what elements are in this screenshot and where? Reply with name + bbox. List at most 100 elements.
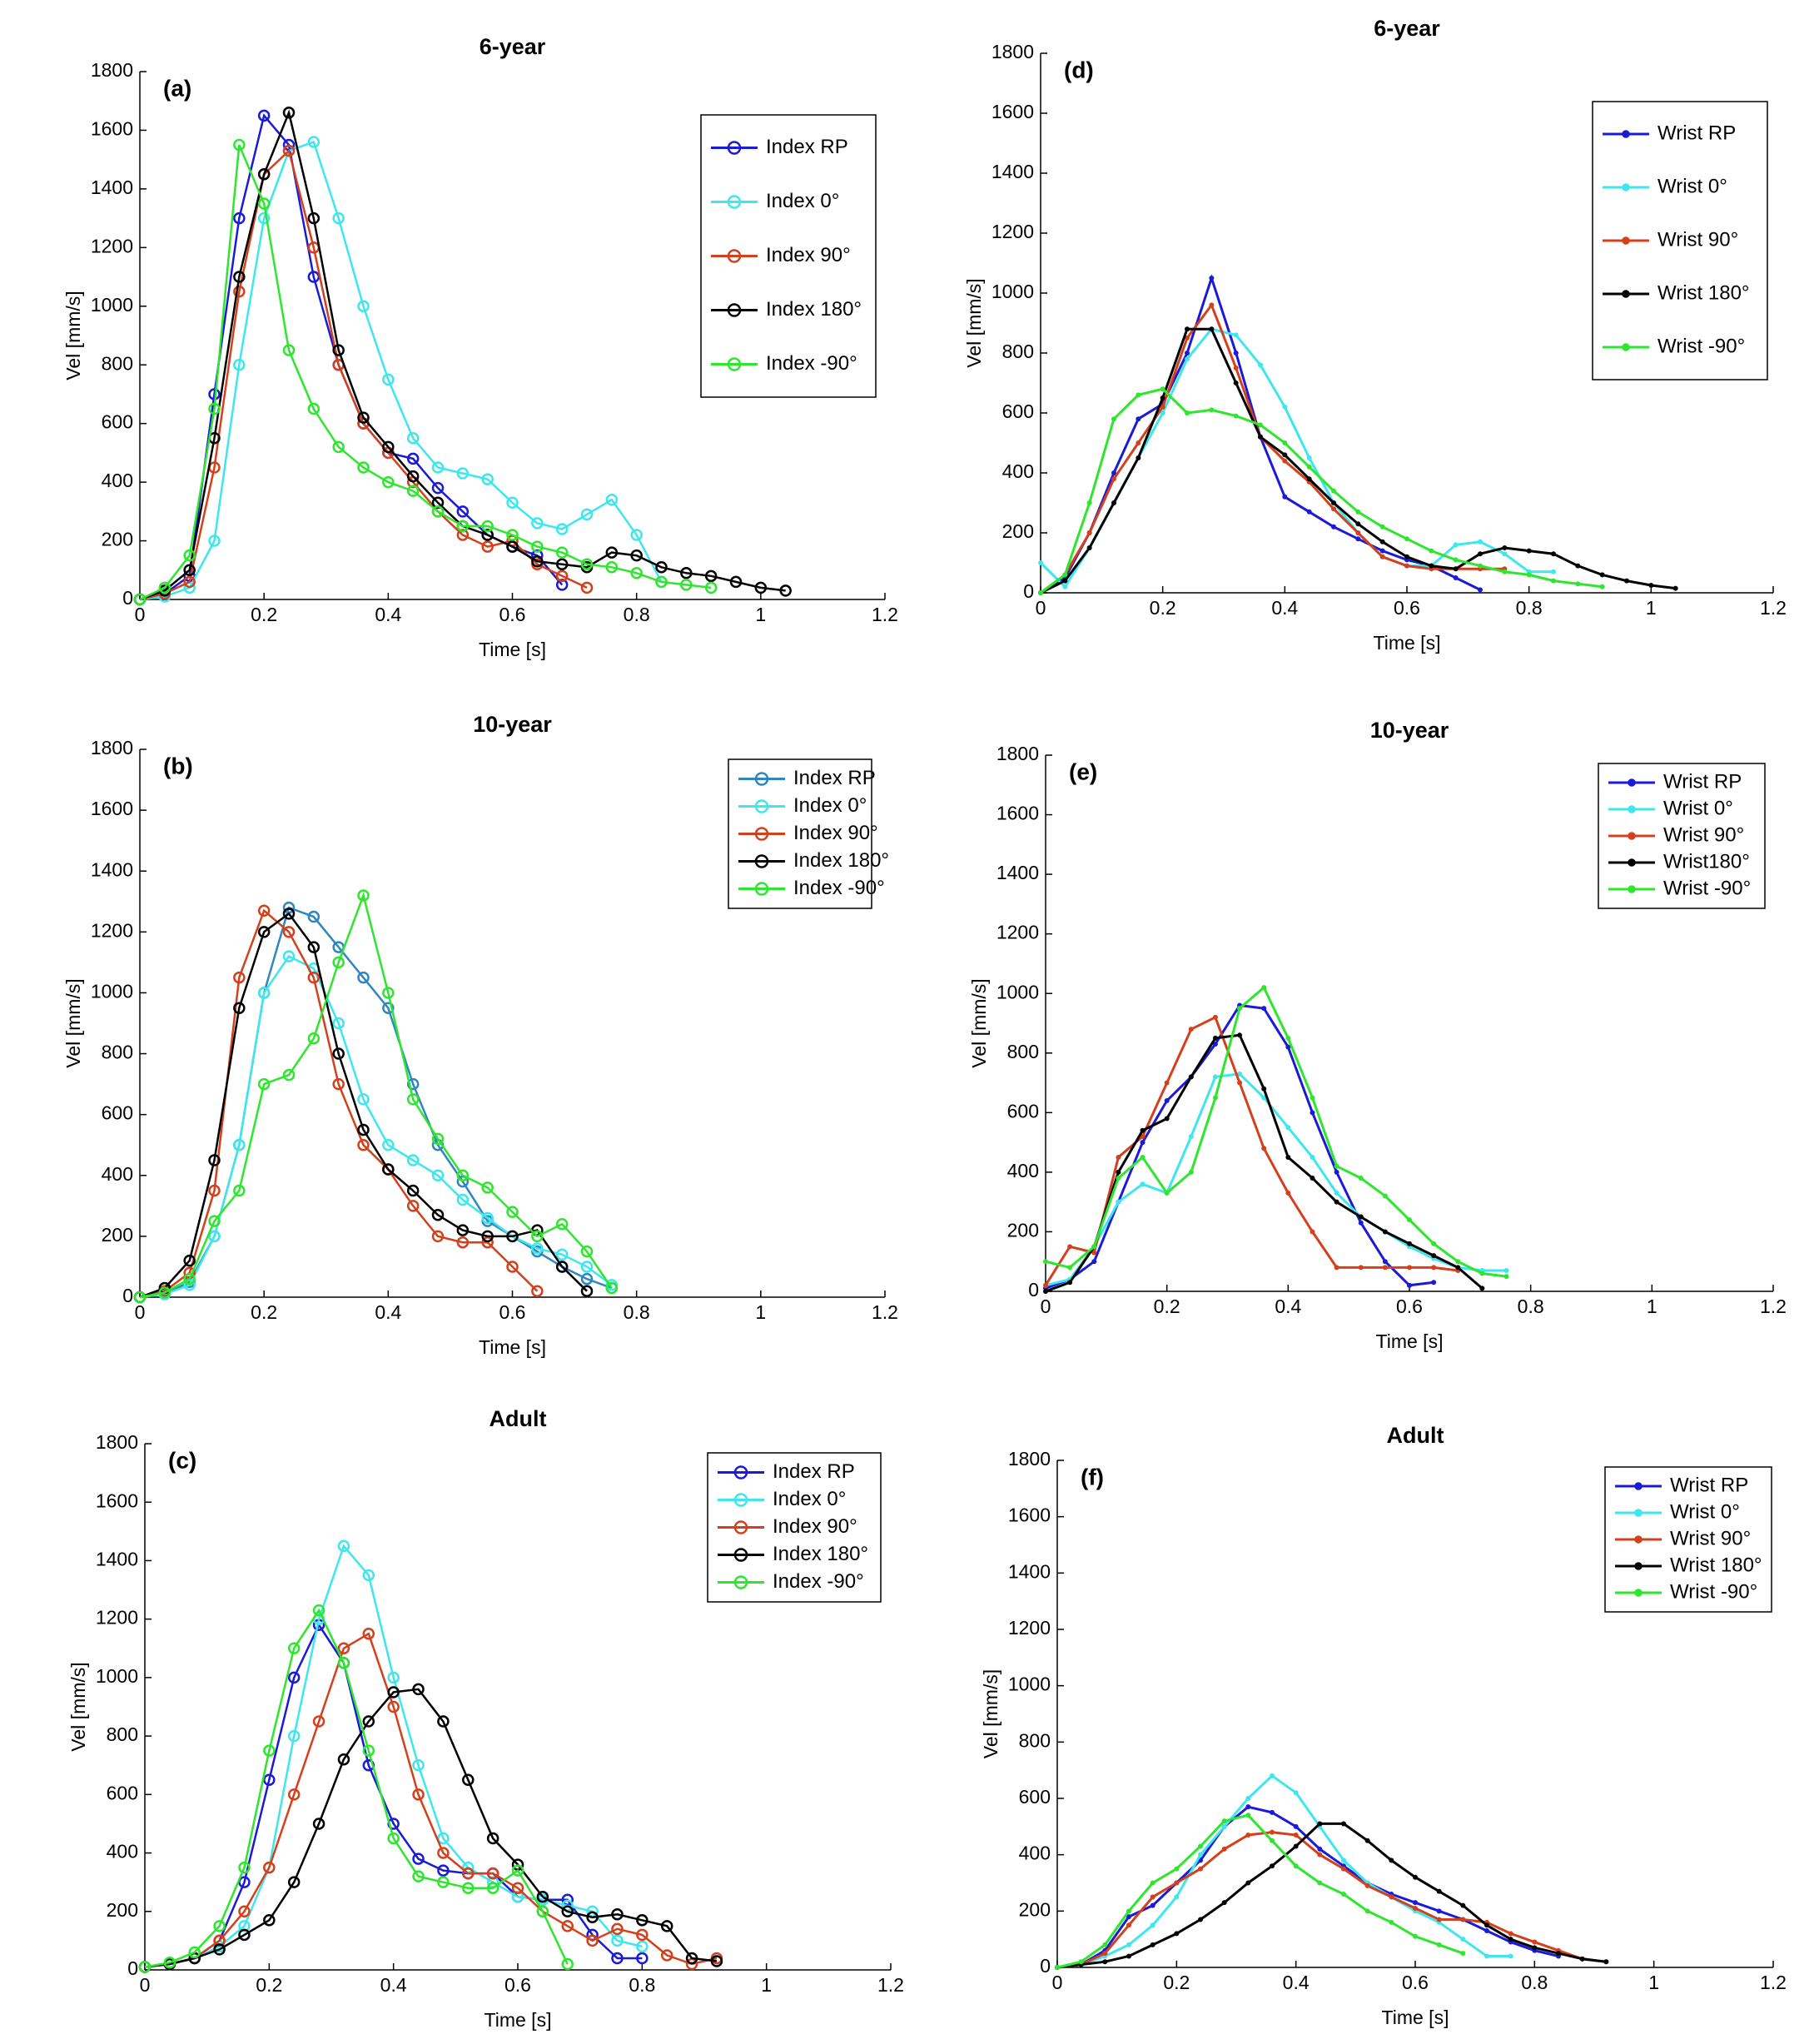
marker-circle <box>456 1224 470 1236</box>
marker-circle <box>307 1032 321 1045</box>
y-tick-label: 1400 <box>96 1549 138 1570</box>
marker-circle <box>233 1138 246 1151</box>
marker-circle <box>431 1132 445 1146</box>
y-tick-label: 200 <box>102 529 133 550</box>
y-tick-label: 1400 <box>1008 1560 1051 1582</box>
marker-dot <box>1188 1027 1194 1032</box>
legend-label: Wrist -90° <box>1670 1580 1757 1603</box>
marker-dot <box>1164 1080 1170 1086</box>
marker-dot <box>1436 1942 1442 1947</box>
marker-dot <box>1436 1908 1442 1914</box>
x-tick-label: 1.2 <box>1760 1296 1787 1317</box>
panel-label: (f) <box>1081 1464 1104 1489</box>
marker-dot <box>1111 476 1116 482</box>
marker-circle <box>208 535 221 547</box>
marker-dot <box>1436 1888 1442 1894</box>
marker-circle <box>332 211 345 225</box>
marker-dot <box>1413 1874 1418 1880</box>
y-tick-label: 1000 <box>1008 1673 1051 1695</box>
series-line <box>144 1608 569 1968</box>
marker-circle <box>213 1943 226 1956</box>
marker-dot <box>1310 1110 1315 1116</box>
y-tick-label: 400 <box>1019 1843 1051 1864</box>
marker-dot <box>1526 548 1532 554</box>
marker-dot <box>1484 1953 1489 1959</box>
legend-marker <box>1628 885 1636 893</box>
marker-circle <box>655 575 668 589</box>
x-tick-label: 0.2 <box>1154 1296 1180 1317</box>
marker-circle <box>555 1218 569 1231</box>
marker-dot <box>1282 404 1288 410</box>
marker-circle <box>282 950 296 962</box>
legend-label: Wrist 0° <box>1670 1500 1740 1523</box>
marker-circle <box>481 529 494 541</box>
marker-circle <box>387 1671 400 1684</box>
marker-dot <box>1233 332 1239 338</box>
marker-dot <box>1453 566 1459 572</box>
marker-dot <box>1599 572 1605 578</box>
marker-circle <box>233 285 246 298</box>
x-tick-label: 0 <box>1052 1972 1063 1993</box>
x-axis-label: Time [s] <box>1374 632 1441 654</box>
chart-title: 10-year <box>1370 718 1449 743</box>
legend-marker <box>1634 1509 1643 1517</box>
marker-dot <box>1043 1259 1048 1265</box>
y-tick-label: 800 <box>1019 1729 1051 1751</box>
marker-circle <box>307 136 321 148</box>
legend-label: Index 0° <box>766 190 839 212</box>
marker-dot <box>1508 1937 1513 1942</box>
marker-circle <box>531 517 544 530</box>
marker-circle <box>605 1281 619 1295</box>
marker-dot <box>1389 1858 1394 1863</box>
marker-dot <box>1091 1250 1097 1256</box>
x-tick-label: 1 <box>755 1301 766 1323</box>
marker-circle <box>486 1832 499 1845</box>
y-tick-label: 1600 <box>1008 1504 1051 1526</box>
marker-dot <box>1270 1863 1275 1869</box>
marker-circle <box>660 1949 673 1962</box>
marker-dot <box>1358 1176 1364 1181</box>
marker-dot <box>1150 1922 1156 1928</box>
legend: Wrist RP Wrist 0° Wrist 90° Wrist180° Wrist … <box>1598 763 1766 909</box>
x-tick-label: 0.8 <box>1516 597 1543 619</box>
marker-dot <box>1237 1006 1243 1012</box>
marker-dot <box>1237 1071 1243 1077</box>
marker-circle <box>307 910 321 923</box>
marker-dot <box>1164 1098 1170 1104</box>
series-line <box>1045 1072 1507 1287</box>
marker-dot <box>1407 1265 1412 1271</box>
y-tick-label: 200 <box>102 1224 133 1246</box>
y-axis-label: Vel [mm/s] <box>62 978 84 1067</box>
marker-dot <box>1221 1900 1227 1906</box>
y-tick-label: 800 <box>1002 341 1034 362</box>
marker-circle <box>263 1861 276 1874</box>
y-tick-label: 1600 <box>91 798 133 819</box>
y-tick-label: 600 <box>102 1102 133 1124</box>
marker-dot <box>1364 1838 1370 1843</box>
x-tick-label: 1.2 <box>1760 597 1787 619</box>
y-tick-label: 400 <box>1002 460 1034 482</box>
marker-circle <box>307 211 321 225</box>
marker-dot <box>1575 563 1581 569</box>
legend-marker <box>733 1465 748 1480</box>
marker-circle <box>287 1788 301 1801</box>
marker-circle <box>406 470 420 483</box>
marker-dot <box>1285 1155 1291 1160</box>
series-line <box>139 148 588 601</box>
marker-circle <box>511 1864 524 1877</box>
marker-circle <box>462 1867 475 1880</box>
marker-dot <box>1233 366 1239 371</box>
x-tick-label: 0.8 <box>1518 1296 1544 1317</box>
y-axis-label: Vel [mm/s] <box>980 1669 1001 1758</box>
marker-dot <box>1285 1044 1291 1050</box>
marker-circle <box>431 461 445 474</box>
y-tick-label: 1200 <box>91 919 133 941</box>
marker-circle <box>561 1957 574 1971</box>
y-tick-label: 400 <box>107 1841 138 1862</box>
marker-dot <box>1364 1908 1370 1914</box>
marker-circle <box>233 1002 246 1014</box>
y-tick-label: 1800 <box>1008 1448 1051 1470</box>
marker-circle <box>636 1928 649 1942</box>
legend-label: Wrist 180° <box>1657 281 1750 304</box>
marker-circle <box>611 1908 624 1921</box>
